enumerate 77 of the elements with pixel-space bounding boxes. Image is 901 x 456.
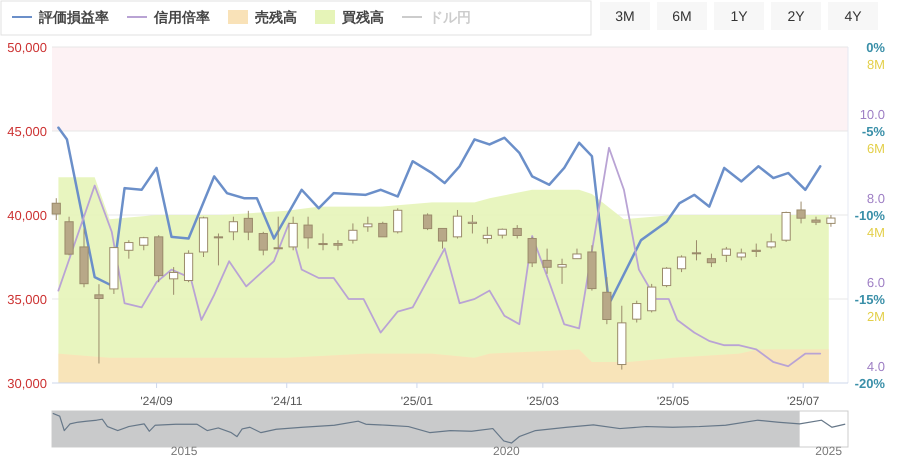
text: 1Y — [730, 8, 748, 24]
y3-tick-label: 0% — [866, 40, 886, 55]
candlestick — [766, 232, 776, 250]
y-tick-label: 6M — [866, 140, 885, 156]
y-tick-label: 4M — [866, 224, 885, 240]
candlestick — [363, 216, 372, 232]
candlestick — [452, 209, 462, 240]
x-tick-label: '24/09 — [140, 394, 174, 408]
candlestick — [662, 266, 672, 288]
y2-tick-label: 8.0 — [866, 191, 885, 206]
candlestick — [572, 248, 582, 260]
candlestick — [647, 283, 656, 313]
candlestick — [274, 216, 283, 250]
text: 6M — [672, 8, 692, 24]
text: 4Y — [844, 8, 862, 24]
candlestick — [706, 253, 716, 268]
candlestick — [124, 240, 134, 260]
candlestick — [303, 216, 313, 250]
candlestick — [736, 248, 746, 261]
y-tick-label: 50,000 — [7, 40, 47, 55]
x-tick-label: '25/03 — [526, 394, 560, 408]
x-tick-label: 2015 — [170, 444, 198, 456]
legend-label: 評価損益率 — [38, 9, 109, 25]
y-tick-label: 40,000 — [7, 208, 47, 223]
candlestick — [422, 212, 432, 231]
x-tick-label: '25/07 — [787, 394, 820, 408]
x-tick-label: '25/01 — [400, 394, 434, 408]
candlestick — [288, 216, 298, 251]
candlestick — [482, 226, 492, 244]
y3-tick-label: -10% — [854, 208, 886, 223]
candlestick — [214, 232, 224, 266]
text: 2Y — [787, 8, 806, 24]
y2-tick-label: 4.0 — [866, 359, 885, 374]
candlestick — [542, 248, 552, 274]
candlestick — [258, 231, 268, 256]
candlestick — [228, 216, 238, 241]
candlestick — [676, 254, 686, 273]
y-tick-label: 35,000 — [7, 292, 47, 307]
candlestick — [796, 201, 806, 224]
candlestick — [378, 221, 388, 238]
candlestick — [393, 208, 402, 234]
x-tick-label: '24/11 — [271, 394, 303, 408]
y2-tick-label: 10.0 — [860, 107, 885, 122]
candlestick — [498, 228, 507, 240]
candlestick — [557, 258, 567, 284]
legend-label: 信用倍率 — [153, 9, 210, 25]
text: 3M — [615, 8, 635, 24]
y-tick-label: 2M — [866, 308, 885, 324]
candlestick — [52, 198, 61, 221]
candlestick — [752, 243, 761, 258]
x-tick-label: 2025 — [815, 444, 842, 456]
y3-tick-label: -5% — [862, 124, 886, 139]
y-tick-label: 30,000 — [7, 376, 47, 391]
candlestick — [333, 240, 343, 251]
candlestick — [468, 214, 478, 234]
candlestick — [244, 210, 253, 241]
x-tick-label: 2020 — [493, 444, 520, 456]
line-series — [58, 146, 822, 368]
legend-label: 売残高 — [255, 9, 297, 25]
legend-label: 買残高 — [341, 9, 384, 25]
candlestick — [722, 246, 731, 263]
x-tick-label: '25/05 — [656, 394, 690, 408]
candlestick — [169, 266, 178, 296]
candlestick — [348, 222, 358, 244]
candlestick — [632, 300, 642, 324]
y-tick-label: 8M — [866, 56, 885, 72]
candlestick — [512, 224, 522, 240]
candlestick — [139, 236, 148, 251]
candlestick — [438, 228, 448, 250]
y-tick-label: 45,000 — [7, 124, 47, 139]
candlestick — [826, 214, 836, 228]
y2-tick-label: 6.0 — [866, 275, 885, 290]
candlestick — [692, 240, 702, 261]
y3-tick-label: -15% — [854, 292, 886, 307]
candlestick — [318, 232, 328, 251]
candlestick — [94, 284, 104, 364]
y3-tick-label: -20% — [854, 376, 886, 391]
